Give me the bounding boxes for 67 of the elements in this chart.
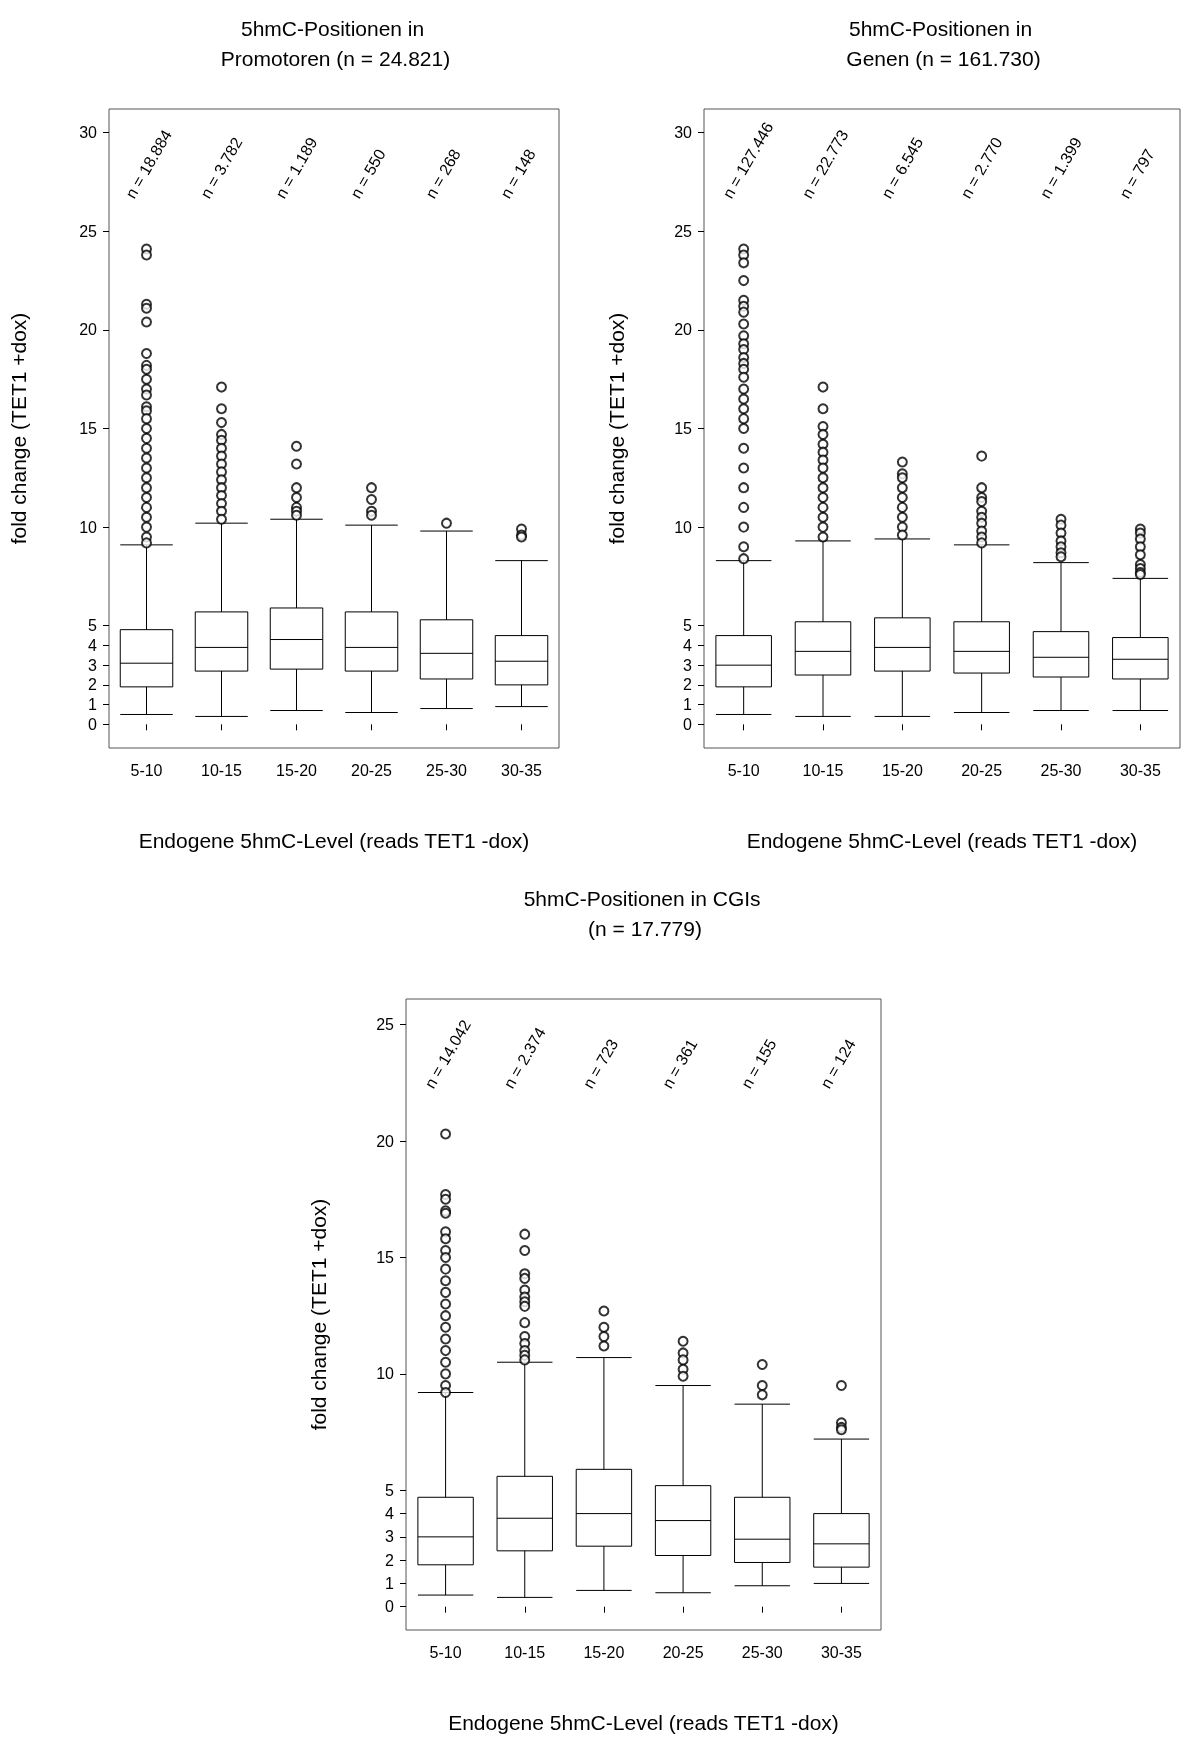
- y-tick-label: 2: [385, 1551, 395, 1569]
- y-tick-label: 10: [79, 518, 98, 536]
- x-tick-label: 20-25: [961, 761, 1003, 779]
- annotation: n = 124: [817, 1036, 859, 1092]
- y-tick-label: 30: [674, 124, 693, 142]
- y-tick-label: 2: [683, 676, 693, 694]
- y-tick-label: 4: [88, 636, 98, 654]
- x-tick-label: 20-25: [662, 1643, 704, 1661]
- annotation: n = 361: [658, 1036, 701, 1092]
- y-tick-label: 5: [385, 1481, 395, 1499]
- x-axis-title: Endogene 5hmC-Level (reads TET1 -dox): [138, 829, 530, 852]
- x-axis-title: Endogene 5hmC-Level (reads TET1 -dox): [746, 829, 1138, 852]
- y-tick-label: 25: [674, 222, 693, 240]
- x-tick-label: 5-10: [130, 761, 163, 779]
- annotation: n = 723: [579, 1036, 622, 1092]
- y-tick-label: 10: [376, 1365, 395, 1383]
- y-axis-title: fold change (TET1 +dox): [307, 1198, 330, 1431]
- y-tick-label: 20: [674, 321, 693, 339]
- y-tick-label: 0: [683, 715, 693, 733]
- x-tick-label: 10-15: [802, 761, 844, 779]
- y-tick-label: 1: [385, 1574, 395, 1592]
- y-axis-title: fold change (TET1 +dox): [605, 312, 628, 545]
- x-tick-label: 25-30: [426, 761, 468, 779]
- annotation: n = 797: [1116, 146, 1158, 202]
- y-tick-label: 30: [79, 124, 98, 142]
- y-tick-label: 3: [683, 656, 693, 674]
- chart-title: 5hmC-Positionen in CGIs (n = 17.779): [523, 886, 767, 940]
- y-tick-label: 4: [683, 636, 693, 654]
- x-tick-label: 15-20: [583, 1643, 625, 1661]
- x-tick-label: 30-35: [1119, 761, 1161, 779]
- y-tick-label: 15: [674, 420, 693, 437]
- y-tick-label: 2: [88, 676, 98, 694]
- y-axis-title: fold change (TET1 +dox): [7, 312, 30, 545]
- y-tick-label: 15: [79, 420, 98, 437]
- x-tick-label: 10-15: [201, 761, 243, 779]
- y-tick-label: 10: [674, 518, 693, 536]
- x-axis-title: Endogene 5hmC-Level (reads TET1 -dox): [448, 1711, 839, 1734]
- y-tick-label: 5: [683, 617, 693, 635]
- x-tick-label: 30-35: [501, 761, 543, 779]
- y-tick-label: 4: [385, 1505, 395, 1523]
- annotation: n = 155: [737, 1036, 780, 1092]
- x-tick-label: 5-10: [727, 761, 760, 779]
- y-tick-label: 3: [385, 1528, 395, 1546]
- chart-title: 5hmC-Positionen in Genen (n = 161.730): [846, 16, 1041, 70]
- x-tick-label: 30-35: [820, 1643, 862, 1661]
- y-tick-label: 3: [88, 656, 98, 674]
- chart-title: 5hmC-Positionen in Promotoren (n = 24.821): [220, 16, 451, 70]
- y-tick-label: 5: [88, 617, 98, 635]
- y-tick-label: 0: [385, 1598, 395, 1616]
- y-tick-label: 15: [376, 1248, 395, 1266]
- y-tick-label: 25: [376, 1016, 395, 1034]
- y-tick-label: 0: [88, 715, 98, 733]
- x-tick-label: 15-20: [881, 761, 923, 779]
- y-tick-label: 1: [683, 696, 693, 714]
- y-tick-label: 20: [79, 321, 98, 339]
- annotation: n = 268: [422, 146, 464, 202]
- annotation: n = 148: [497, 146, 539, 202]
- annotation: n = 550: [347, 146, 389, 202]
- x-tick-label: 25-30: [1040, 761, 1082, 779]
- x-tick-label: 5-10: [429, 1643, 462, 1661]
- x-tick-label: 15-20: [276, 761, 318, 779]
- y-tick-label: 1: [88, 696, 98, 714]
- y-tick-label: 25: [79, 222, 98, 240]
- x-tick-label: 10-15: [504, 1643, 546, 1661]
- x-tick-label: 25-30: [741, 1643, 783, 1661]
- x-tick-label: 20-25: [351, 761, 393, 779]
- y-tick-label: 20: [376, 1132, 395, 1150]
